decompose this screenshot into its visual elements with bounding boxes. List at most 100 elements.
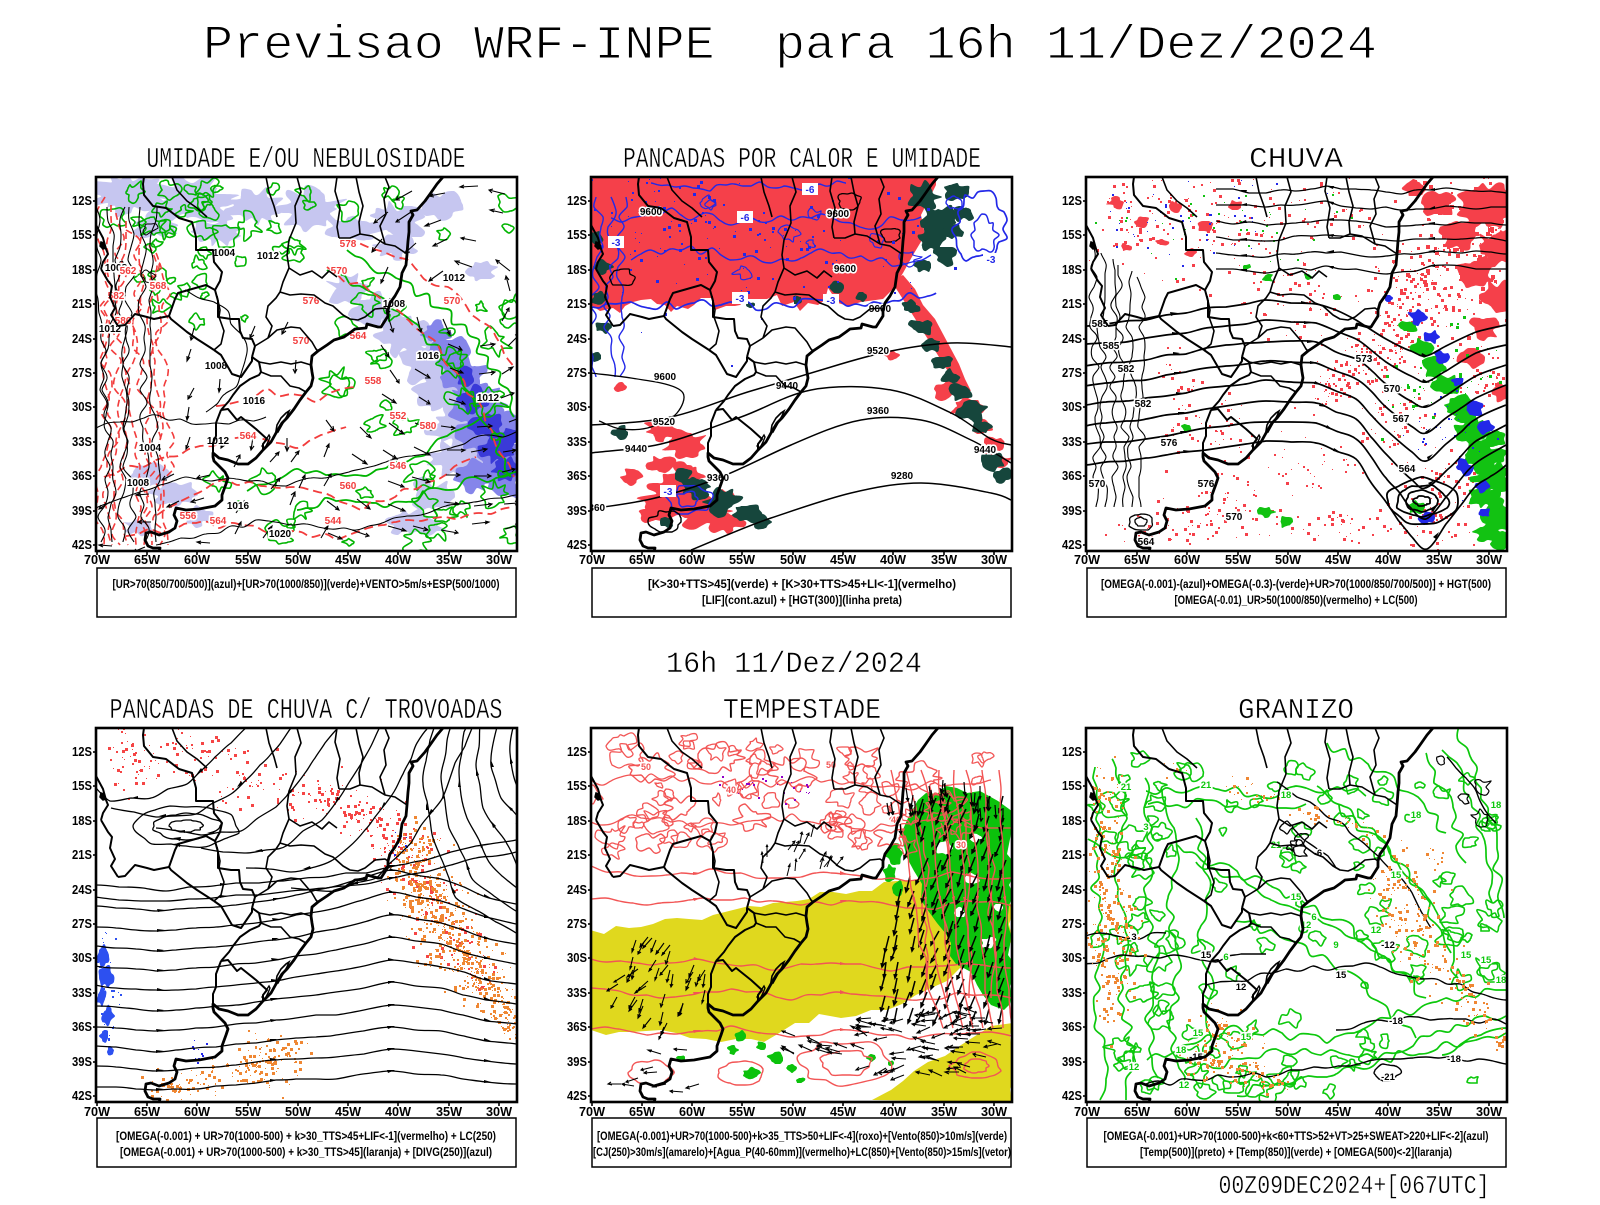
svg-text:24S: 24S (72, 883, 92, 897)
svg-text:36S: 36S (567, 469, 587, 483)
svg-text:18: 18 (1411, 810, 1422, 821)
svg-text:27S: 27S (567, 366, 587, 380)
svg-text:-18: -18 (1447, 1054, 1461, 1065)
svg-text:9520: 9520 (653, 417, 676, 428)
svg-text:15: 15 (1461, 950, 1472, 961)
svg-text:15: 15 (1481, 955, 1492, 966)
svg-text:65W: 65W (134, 553, 160, 567)
svg-text:18S: 18S (567, 814, 587, 828)
svg-text:3: 3 (1143, 822, 1148, 833)
svg-text:45W: 45W (1325, 1105, 1351, 1119)
svg-text:18S: 18S (567, 263, 587, 277)
svg-text:576: 576 (303, 296, 320, 307)
svg-text:55W: 55W (235, 553, 261, 567)
svg-text:[OMEGA(-0.01)_UR>50(1000/850)(: [OMEGA(-0.01)_UR>50(1000/850)(vermelho) … (1175, 595, 1418, 607)
svg-text:00Z09DEC2024+[067UTC]: 00Z09DEC2024+[067UTC] (1219, 1171, 1490, 1200)
svg-text:40W: 40W (880, 553, 906, 567)
svg-text:27S: 27S (1062, 366, 1082, 380)
svg-text:30S: 30S (72, 400, 92, 414)
svg-text:42S: 42S (1062, 1089, 1082, 1103)
svg-text:[OMEGA(-0.001) + UR>70(1000-50: [OMEGA(-0.001) + UR>70(1000-500) + k>30_… (116, 1131, 496, 1143)
svg-text:-6: -6 (1314, 848, 1322, 859)
svg-text:560: 560 (340, 481, 357, 492)
svg-text:1012: 1012 (477, 393, 500, 404)
svg-text:-18: -18 (1389, 1016, 1403, 1027)
svg-text:27S: 27S (1062, 917, 1082, 931)
svg-text:6: 6 (1223, 952, 1228, 963)
svg-text:564: 564 (350, 331, 367, 342)
svg-text:65W: 65W (629, 1105, 655, 1119)
svg-text:45W: 45W (830, 1105, 856, 1119)
svg-text:15S: 15S (1062, 779, 1082, 793)
svg-text:9440: 9440 (625, 444, 648, 455)
svg-text:-3: -3 (664, 487, 673, 498)
svg-text:30W: 30W (981, 1105, 1007, 1119)
svg-text:30S: 30S (72, 951, 92, 965)
svg-text:558: 558 (365, 376, 382, 387)
svg-text:15: 15 (1241, 1032, 1252, 1043)
svg-text:12: 12 (1236, 982, 1247, 993)
svg-text:45W: 45W (1325, 553, 1351, 567)
svg-text:[K>30+TTS>45](verde) + [K>30+T: [K>30+TTS>45](verde) + [K>30+TTS>45+LI<-… (648, 579, 956, 591)
svg-text:50W: 50W (780, 553, 806, 567)
svg-text:582: 582 (1135, 399, 1152, 410)
svg-text:42S: 42S (72, 1089, 92, 1103)
svg-text:33S: 33S (72, 435, 92, 449)
svg-text:33S: 33S (567, 986, 587, 1000)
svg-text:9600: 9600 (640, 207, 663, 218)
svg-text:9360: 9360 (583, 503, 606, 514)
svg-text:24S: 24S (1062, 332, 1082, 346)
svg-text:1004: 1004 (213, 248, 236, 259)
svg-text:[OMEGA(-0.001) + UR>70(1000-50: [OMEGA(-0.001) + UR>70(1000-500) + k>30_… (120, 1147, 492, 1159)
svg-text:544: 544 (325, 516, 342, 527)
svg-text:570: 570 (1384, 384, 1401, 395)
svg-text:40W: 40W (880, 1105, 906, 1119)
svg-text:9600: 9600 (654, 372, 677, 383)
svg-text:21S: 21S (72, 848, 92, 862)
svg-text:35W: 35W (931, 553, 957, 567)
svg-text:30W: 30W (486, 1105, 512, 1119)
svg-text:39S: 39S (567, 1055, 587, 1069)
svg-text:18: 18 (1176, 1045, 1187, 1056)
svg-text:21S: 21S (567, 848, 587, 862)
svg-text:PANCADAS DE CHUVA C/ TROVOADAS: PANCADAS DE CHUVA C/ TROVOADAS (110, 694, 503, 727)
svg-text:36S: 36S (1062, 469, 1082, 483)
svg-text:18S: 18S (72, 814, 92, 828)
svg-text:GRANIZO: GRANIZO (1238, 694, 1354, 727)
svg-text:39S: 39S (72, 1055, 92, 1069)
svg-text:39S: 39S (72, 504, 92, 518)
svg-text:-21: -21 (1381, 1072, 1395, 1083)
svg-text:40W: 40W (1375, 553, 1401, 567)
svg-text:35W: 35W (1426, 1105, 1452, 1119)
svg-text:33S: 33S (1062, 435, 1082, 449)
svg-text:Previsao WRF-INPE para 16h 11: Previsao WRF-INPE para 16h 11/Dez/2024 (203, 19, 1377, 73)
svg-text:36S: 36S (1062, 1020, 1082, 1034)
svg-text:-3: -3 (612, 238, 621, 249)
svg-text:24S: 24S (72, 332, 92, 346)
svg-text:570: 570 (331, 266, 348, 277)
svg-text:40W: 40W (1375, 1105, 1401, 1119)
svg-text:15S: 15S (72, 228, 92, 242)
svg-text:9600: 9600 (827, 209, 850, 220)
svg-text:1012: 1012 (443, 273, 466, 284)
svg-text:33S: 33S (72, 986, 92, 1000)
svg-text:TEMPESTADE: TEMPESTADE (723, 694, 881, 727)
svg-text:60W: 60W (1174, 1105, 1200, 1119)
svg-text:585: 585 (1103, 341, 1120, 352)
svg-text:18S: 18S (1062, 814, 1082, 828)
svg-text:15: 15 (1193, 1028, 1204, 1039)
svg-text:70W: 70W (1074, 553, 1100, 567)
svg-text:9440: 9440 (974, 445, 997, 456)
svg-text:60W: 60W (679, 553, 705, 567)
svg-text:15: 15 (1391, 870, 1402, 881)
svg-text:[Temp(500)](preto) + [Temp(850: [Temp(500)](preto) + [Temp(850)](verde) … (1140, 1147, 1452, 1159)
svg-text:12: 12 (1129, 1062, 1140, 1073)
svg-text:15S: 15S (72, 779, 92, 793)
svg-text:30: 30 (956, 840, 966, 850)
svg-text:50W: 50W (780, 1105, 806, 1119)
svg-text:UMIDADE E/OU NEBULOSIDADE: UMIDADE E/OU NEBULOSIDADE (147, 143, 466, 176)
svg-text:12S: 12S (567, 194, 587, 208)
svg-text:9360: 9360 (707, 473, 730, 484)
svg-text:567: 567 (1393, 414, 1410, 425)
svg-text:564: 564 (240, 431, 257, 442)
